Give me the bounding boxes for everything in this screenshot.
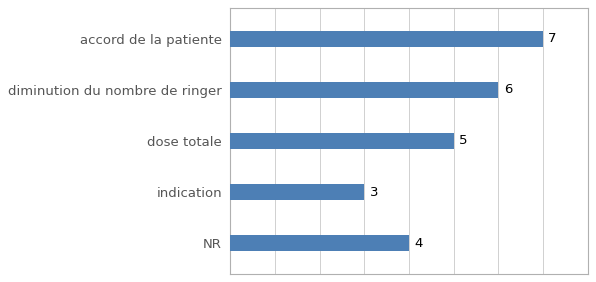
Bar (231, 82, 498, 98)
Bar (231, 235, 409, 251)
Text: 5: 5 (459, 135, 467, 147)
Bar (231, 184, 364, 200)
Text: 3: 3 (370, 186, 378, 199)
Text: 6: 6 (504, 83, 512, 96)
Bar (231, 133, 454, 149)
Text: 7: 7 (548, 32, 557, 45)
Text: 4: 4 (414, 237, 423, 250)
Bar (231, 31, 543, 47)
